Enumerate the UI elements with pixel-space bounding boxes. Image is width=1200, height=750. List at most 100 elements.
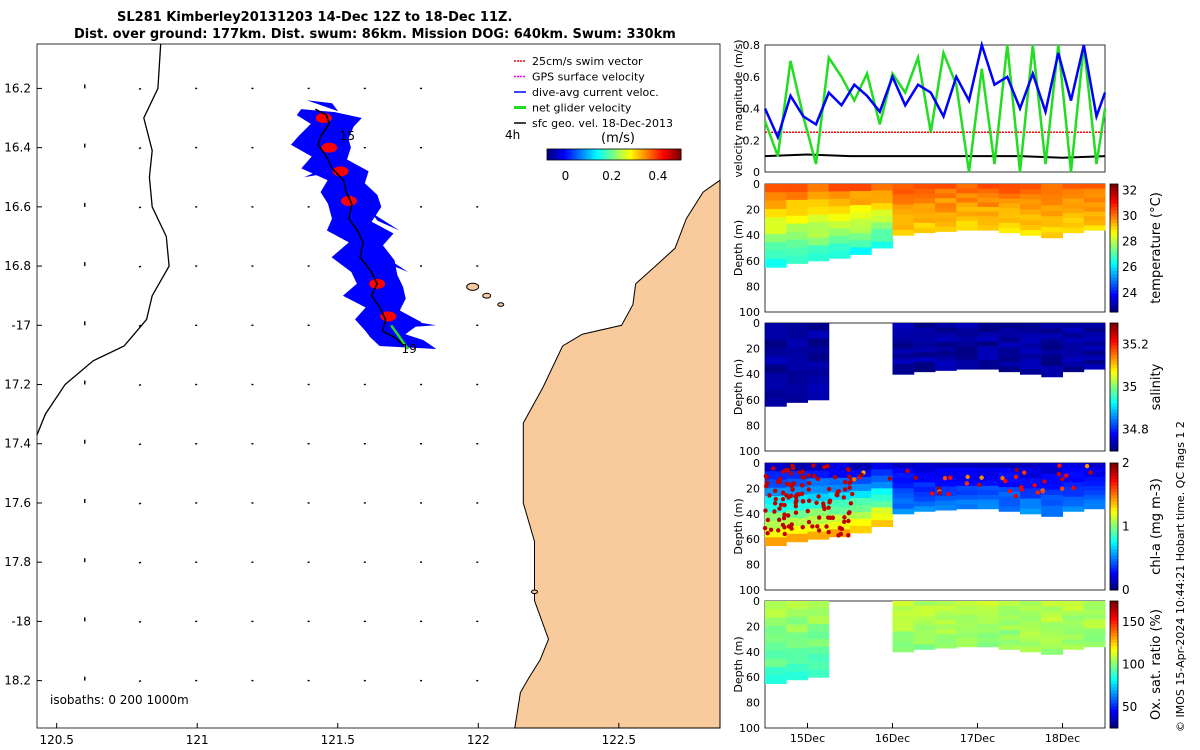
chl-high-point: [762, 525, 768, 531]
section-cell: [998, 634, 1021, 641]
section-cell: [892, 503, 915, 510]
depth-axis-label: Depth (m): [732, 359, 745, 415]
section-cell: [892, 189, 915, 195]
section-cell: [892, 611, 915, 617]
section-colorbar-swatch: [1110, 203, 1118, 207]
section-cell: [1062, 203, 1085, 209]
chl-point: [964, 481, 970, 486]
section-cell: [913, 639, 936, 645]
section-cell: [1041, 366, 1063, 372]
section-colorbar-swatch: [1110, 371, 1118, 375]
section-cell: [956, 619, 978, 625]
section-colorbar-swatch: [1110, 219, 1118, 223]
section-cell: [998, 198, 1021, 204]
section-cell: [1083, 359, 1106, 365]
colorbar-tick-label: 0.2: [602, 169, 621, 183]
section-cell: [977, 467, 1000, 473]
section-cell: [998, 188, 1021, 195]
section-cell: [913, 337, 936, 343]
section-cell: [998, 496, 1021, 503]
chl-high-point: [848, 501, 854, 506]
section-colorbar-swatch: [1110, 335, 1118, 340]
section-cell: [935, 601, 957, 607]
section-cell: [871, 222, 893, 230]
section-colorbar-frame: [1109, 600, 1119, 729]
section-colorbar-swatch: [1110, 412, 1118, 417]
section-cell: [1020, 323, 1042, 329]
chl-high-point: [814, 500, 819, 506]
section-cell: [892, 199, 915, 205]
section-cell: [892, 338, 915, 344]
section-colorbar-swatch: [1110, 377, 1118, 382]
section-cell: [977, 211, 1000, 217]
section-colorbar-swatch: [1110, 699, 1118, 704]
section-colorbar-swatch: [1110, 469, 1118, 474]
section-cell: [892, 473, 915, 479]
section-cell: [998, 213, 1021, 219]
section-cell: [1083, 504, 1106, 510]
colorbar-swatch: [587, 149, 590, 160]
section-colorbar-tick: 28: [1122, 235, 1137, 249]
section-cell: [786, 215, 808, 225]
section-colorbar-swatch: [1110, 244, 1118, 249]
colorbar-swatch: [547, 149, 550, 160]
section-colorbar-swatch: [1110, 308, 1118, 313]
section-colorbar-swatch: [1110, 620, 1118, 624]
section-cell: [786, 624, 808, 633]
depth-tick-label: 20: [746, 343, 760, 356]
section-colorbar-swatch: [1110, 702, 1118, 707]
section-cell: [1020, 348, 1042, 355]
chl-high-point: [842, 479, 848, 485]
section-colorbar-label: chl-a (mg m-3): [1149, 478, 1164, 575]
colorbar-swatch: [614, 149, 617, 160]
section-cell: [786, 470, 808, 480]
section-cell: [828, 470, 851, 479]
colorbar-swatch: [616, 149, 619, 160]
chl-point: [1014, 467, 1019, 473]
velocity-y-tick-label: 0.8: [743, 39, 761, 52]
section-cell: [807, 661, 830, 671]
section-colorbar-swatch: [1110, 292, 1118, 297]
section-colorbar-label: salinity: [1149, 363, 1164, 410]
section-cell: [1083, 499, 1106, 505]
chl-point: [1059, 486, 1065, 491]
chl-high-point: [765, 531, 770, 536]
colorbar-swatch: [591, 149, 595, 160]
section-cell: [913, 472, 936, 478]
section-cell: [1062, 327, 1085, 334]
chl-point: [948, 475, 953, 480]
section-cell: [786, 362, 808, 372]
time-tick-label: 16Dec: [875, 732, 910, 745]
section-cell: [892, 483, 915, 489]
section-colorbar-label: temperature (°C): [1149, 192, 1164, 304]
section-cell: [765, 323, 787, 332]
section-cell: [998, 620, 1021, 626]
section-colorbar-swatch: [1110, 677, 1118, 681]
section-colorbar-swatch: [1110, 485, 1118, 489]
colorbar-swatch: [636, 149, 640, 160]
depth-tick-label: 0: [753, 178, 760, 191]
section-colorbar-swatch: [1110, 399, 1118, 404]
depth-axis-label: Depth (m): [732, 498, 745, 554]
section-cell: [956, 355, 978, 361]
section-cell: [935, 463, 957, 469]
section-colorbar-swatch: [1110, 374, 1118, 378]
chl-high-point: [789, 483, 794, 489]
section-colorbar-swatch: [1110, 693, 1118, 697]
section-cell: [1083, 323, 1106, 329]
section-cell: [998, 472, 1021, 478]
section-colorbar-swatch: [1110, 241, 1118, 246]
section-cell: [998, 610, 1021, 616]
colorbar-swatch: [569, 149, 573, 160]
section-cell: [765, 250, 787, 260]
section-cell: [1062, 482, 1085, 488]
depth-tick-label: 40: [746, 368, 760, 381]
section-cell: [1062, 366, 1085, 373]
section-cell: [871, 196, 893, 204]
chl-high-point: [816, 494, 821, 499]
section-colorbar-tick: 100: [1122, 658, 1145, 672]
section-colorbar-swatch: [1110, 601, 1118, 605]
section-cell: [786, 608, 808, 618]
section-cell: [1083, 610, 1106, 616]
section-cell: [956, 346, 978, 352]
